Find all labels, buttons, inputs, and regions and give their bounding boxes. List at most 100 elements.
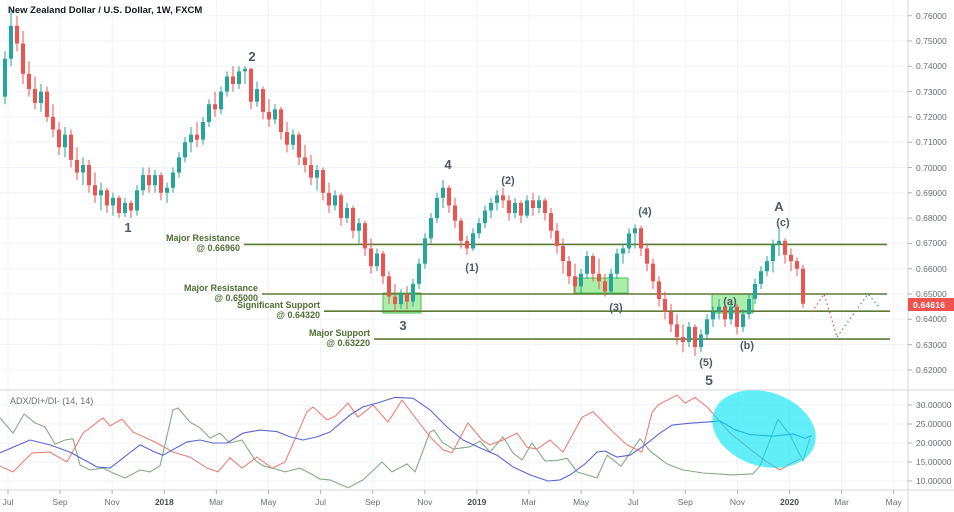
projected-path[interactable] xyxy=(836,293,880,338)
candle-body xyxy=(9,25,13,59)
symbol-title[interactable]: New Zealand Dollar / U.S. Dollar, 1W, FX… xyxy=(8,5,203,16)
price-axis-label: 0.71000 xyxy=(916,137,947,148)
candle-body xyxy=(207,104,211,122)
time-axis-label: Mar xyxy=(521,497,537,507)
sr-label[interactable]: Significant Support @ 0.64320 xyxy=(237,300,320,320)
time-axis-label: May xyxy=(573,497,590,507)
candle-body xyxy=(507,200,511,214)
price-axis-label: 0.74000 xyxy=(916,61,947,72)
candle-body xyxy=(105,190,109,206)
candle-body xyxy=(459,220,463,241)
candle-body xyxy=(669,311,673,325)
wave-label-A[interactable]: A xyxy=(774,198,784,214)
indicator-axis-label: 10.00000 xyxy=(916,476,952,486)
candle-body xyxy=(759,271,763,284)
price-axis-label: 0.76000 xyxy=(916,10,947,21)
candle-body xyxy=(417,263,421,284)
wave-label-3[interactable]: 3 xyxy=(399,317,407,333)
wave-label-4[interactable]: (4) xyxy=(638,205,652,218)
candle-body xyxy=(93,185,97,196)
candle-body xyxy=(435,197,439,219)
indicator-axis-label: 15.00000 xyxy=(916,457,952,467)
candle-body xyxy=(201,121,205,140)
wave-label-2[interactable]: (2) xyxy=(501,174,515,187)
candle-body xyxy=(747,299,751,315)
candle-body xyxy=(591,256,595,274)
time-axis-label: Nov xyxy=(417,497,433,507)
candle-body xyxy=(717,306,721,312)
candle-body xyxy=(471,233,475,249)
candle-body xyxy=(309,164,313,178)
price-axis-label: 0.69000 xyxy=(916,187,947,198)
price-axis-label: 0.65000 xyxy=(916,289,947,299)
time-axis-label: Mar xyxy=(209,497,224,507)
candle-body xyxy=(3,58,7,97)
candle-body xyxy=(255,89,259,102)
candle-body xyxy=(327,192,331,206)
wave-label-2[interactable]: 2 xyxy=(248,48,256,64)
wave-label-a[interactable]: (a) xyxy=(723,295,737,308)
candle-body xyxy=(141,175,145,191)
candle-body xyxy=(75,159,79,173)
candle-body xyxy=(549,213,553,231)
time-axis-label: Nov xyxy=(729,497,745,507)
wave-label-5[interactable]: (5) xyxy=(699,356,713,369)
candle-body xyxy=(675,324,679,338)
candle-body xyxy=(777,240,781,245)
candle-body xyxy=(15,25,19,44)
time-axis-label: 2020 xyxy=(780,497,799,507)
candle-body xyxy=(153,175,157,186)
time-axis-label: Sep xyxy=(677,497,693,507)
wave-label-4[interactable]: 4 xyxy=(444,156,452,172)
wave-label-3[interactable]: (3) xyxy=(609,301,623,314)
candle-body xyxy=(687,326,691,343)
highlight-boxes-layer xyxy=(382,277,754,314)
sr-label[interactable]: Major Resistance @ 0.65000 xyxy=(183,283,258,303)
candle-body xyxy=(489,202,493,211)
candle-body xyxy=(261,89,265,112)
highlight-ellipse[interactable] xyxy=(702,377,826,480)
candle-body xyxy=(231,76,235,85)
candle-body xyxy=(39,91,43,103)
adx-line xyxy=(0,396,813,482)
wave-label-c[interactable]: (c) xyxy=(776,216,790,229)
candle-body xyxy=(513,202,517,214)
wave-label-1[interactable]: 1 xyxy=(124,219,132,235)
time-axis-label: May xyxy=(885,497,902,507)
candle-body xyxy=(639,228,643,249)
candle-body xyxy=(705,319,709,335)
candle-body xyxy=(111,197,115,206)
wave-label-b[interactable]: (b) xyxy=(739,339,755,352)
candle-body xyxy=(585,256,589,274)
candle-body xyxy=(183,142,187,158)
wave-label-5[interactable]: 5 xyxy=(705,372,713,388)
candle-body xyxy=(57,129,61,148)
candle-body xyxy=(81,164,85,173)
candle-body xyxy=(729,306,733,320)
time-axis-label: Jul xyxy=(2,497,14,507)
sr-label[interactable]: Major Support @ 0.63220 xyxy=(309,328,370,348)
time-axis-label: 2019 xyxy=(467,497,487,507)
candle-body xyxy=(297,134,301,158)
candle-body xyxy=(429,218,433,239)
candle-body xyxy=(801,268,805,304)
candle-body xyxy=(135,190,139,211)
sr-label[interactable]: Major Resistance @ 0.66960 xyxy=(165,233,240,253)
candle-body xyxy=(447,187,451,206)
current-price-badge: 0.64616 xyxy=(908,297,954,311)
candle-body xyxy=(555,230,559,246)
projected-path[interactable] xyxy=(811,292,838,338)
candle-body xyxy=(99,190,103,196)
candle-body xyxy=(87,164,91,186)
candle-body xyxy=(279,109,283,133)
candle-body xyxy=(21,43,25,74)
price-axis-label: 0.68000 xyxy=(916,213,947,224)
candle-body xyxy=(753,283,757,300)
candle-body xyxy=(273,109,277,120)
price-axis-label: 0.67000 xyxy=(916,238,947,249)
indicator-label[interactable]: ADX/DI+/DI- (14, 14) xyxy=(10,396,94,406)
candle-body xyxy=(165,187,169,193)
candle-body xyxy=(195,134,199,140)
wave-label-1[interactable]: (1) xyxy=(465,261,479,274)
